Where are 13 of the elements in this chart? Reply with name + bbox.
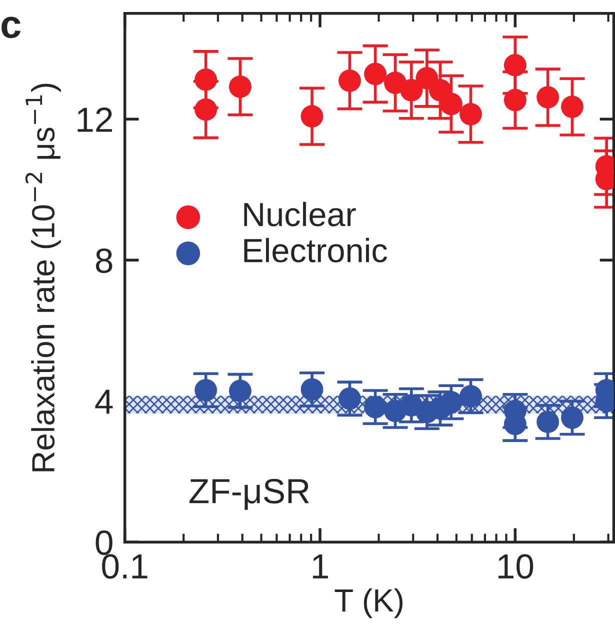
y-axis-title: Relaxation rate (10$^{−2}$ μs$^{−1}$): [25, 84, 61, 472]
x-tick-label: 0.1: [102, 554, 148, 579]
y-tick-label: 12: [78, 107, 112, 132]
x-axis-title: T (K): [334, 588, 403, 618]
x-tick-label: 1: [313, 554, 328, 578]
annotation: ZF-μSR: [190, 478, 310, 510]
text: c: [2, 16, 20, 38]
y-tick-label: 8: [96, 248, 112, 274]
legend-label: Electronic: [244, 238, 387, 262]
y-tick-label: 4: [95, 390, 113, 414]
y-tick-label: 0: [96, 530, 112, 556]
x-tick-label: 10: [498, 554, 534, 579]
legend-label: Nuclear: [244, 202, 356, 226]
